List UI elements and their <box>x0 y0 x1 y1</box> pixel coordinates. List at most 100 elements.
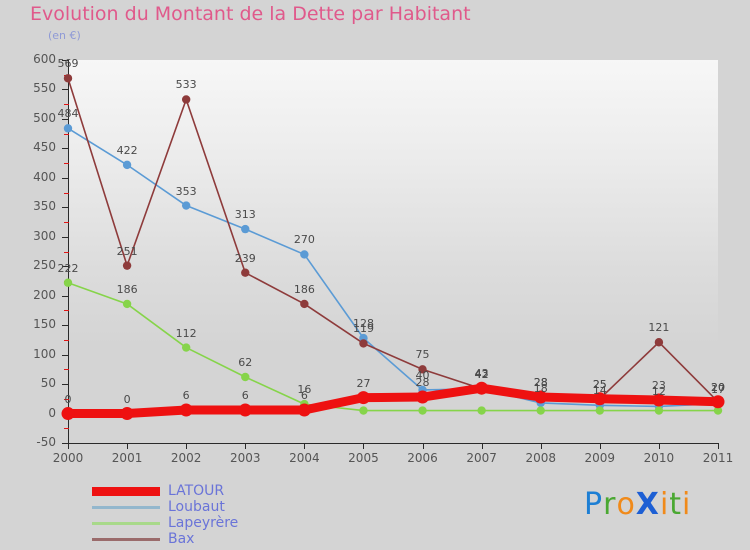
point-value-label: 17 <box>711 382 725 396</box>
y-axis-label: 250 <box>33 258 56 273</box>
x-axis-label: 2011 <box>702 451 734 465</box>
logo-letter: i <box>659 487 670 522</box>
y-axis-tick <box>62 354 69 356</box>
y-axis-minor-tick <box>64 428 69 430</box>
legend-item-bax[interactable]: Bax <box>92 531 352 548</box>
y-axis-minor-tick <box>64 163 69 165</box>
x-axis-tick <box>718 443 719 449</box>
point-value-label: 0 <box>64 392 72 406</box>
chart-subtitle: (en €) <box>48 29 81 42</box>
point-value-label: 14 <box>592 384 607 398</box>
legend-swatch-icon <box>92 506 160 509</box>
point-value-label: 121 <box>648 321 670 335</box>
y-axis-tick <box>62 325 69 327</box>
point-value-label: 313 <box>234 208 256 222</box>
logo-letter: i <box>682 487 692 522</box>
y-axis-label: 550 <box>33 81 56 96</box>
y-axis-minor-tick <box>64 133 69 135</box>
point-value-label: 25 <box>592 377 607 391</box>
y-axis-tick <box>62 266 69 268</box>
x-axis-tick <box>422 443 424 449</box>
x-axis-label: 2006 <box>407 451 438 465</box>
point-value-label: 18 <box>533 381 548 395</box>
x-axis-tick <box>540 443 542 449</box>
x-axis-tick <box>245 443 247 449</box>
y-axis-tick <box>62 236 69 238</box>
y-axis-label: 150 <box>33 317 56 332</box>
point-value-label: 75 <box>415 348 430 362</box>
point-value-label: 62 <box>238 356 253 369</box>
x-axis-tick <box>599 443 601 449</box>
y-axis-tick <box>62 207 69 209</box>
x-axis-tick <box>658 443 660 449</box>
y-axis-tick <box>62 295 69 297</box>
point-value-label: 27 <box>356 376 371 390</box>
legend-swatch-icon <box>92 522 160 525</box>
x-axis-label: 2000 <box>52 451 84 465</box>
y-axis-label: -50 <box>36 435 56 449</box>
legend-item-lapeyrère[interactable]: Lapeyrère <box>92 515 352 532</box>
x-axis-tick <box>481 443 483 449</box>
x-axis-line <box>68 443 718 444</box>
proxiti-logo: ProXiti <box>584 487 691 522</box>
point-value-label: 20 <box>711 380 725 394</box>
y-axis-label: 500 <box>33 110 56 125</box>
logo-letter: P <box>584 487 604 522</box>
point-value-label: 42 <box>474 367 489 381</box>
y-axis-minor-tick <box>64 339 69 341</box>
y-axis-label: 50 <box>40 376 56 391</box>
y-axis-label: 200 <box>33 287 56 302</box>
y-axis-tick <box>62 413 69 415</box>
point-value-label: 23 <box>651 378 666 392</box>
point-value-label: 25 <box>592 377 607 391</box>
x-axis-tick <box>68 443 69 449</box>
point-value-label: 353 <box>175 184 197 198</box>
x-axis-label: 2001 <box>111 451 143 465</box>
point-value-label: 28 <box>533 376 548 390</box>
legend-swatch-icon <box>92 487 160 496</box>
y-axis-minor-tick <box>64 104 69 106</box>
legend-label: Loubaut <box>168 499 225 515</box>
plot-area <box>68 60 718 442</box>
point-value-label: 270 <box>293 233 315 247</box>
point-value-label: 222 <box>57 261 79 275</box>
point-value-label: 43 <box>474 367 489 381</box>
chart-title: Evolution du Montant de la Dette par Hab… <box>30 3 471 25</box>
point-value-label: 119 <box>352 322 374 336</box>
point-value-label: 6 <box>241 389 249 402</box>
y-axis-label: 450 <box>33 140 56 155</box>
x-axis-label: 2010 <box>643 451 675 465</box>
point-value-label: 251 <box>116 244 138 258</box>
y-axis-tick <box>62 118 69 120</box>
y-axis-tick <box>62 60 69 61</box>
point-value-label: 484 <box>57 107 79 121</box>
logo-letter: r <box>603 487 617 522</box>
point-value-label: 128 <box>352 317 374 331</box>
y-axis-label: 400 <box>33 169 56 184</box>
point-value-label: 40 <box>415 368 430 382</box>
y-axis-label: 600 <box>33 52 56 66</box>
x-axis-label: 2003 <box>229 451 261 465</box>
y-axis-minor-tick <box>64 310 69 312</box>
x-axis-label: 2005 <box>348 451 379 465</box>
legend-item-loubaut[interactable]: Loubaut <box>92 499 352 516</box>
point-value-label: 186 <box>293 282 315 296</box>
y-axis-label: 100 <box>33 346 56 361</box>
legend-label: Bax <box>168 531 195 547</box>
legend-label: LATOUR <box>168 483 225 499</box>
x-axis-label: 2008 <box>525 451 556 465</box>
point-value-label: 569 <box>57 57 79 71</box>
y-axis-minor-tick <box>64 280 69 282</box>
legend-item-latour[interactable]: LATOUR <box>92 483 352 500</box>
logo-letter: o <box>616 487 636 522</box>
point-value-label: 422 <box>116 143 138 157</box>
point-value-label: 112 <box>175 326 197 340</box>
point-value-label: 0 <box>123 392 131 406</box>
y-axis-tick <box>62 443 69 444</box>
y-axis-tick <box>62 177 69 179</box>
x-axis-tick <box>363 443 365 449</box>
x-axis-label: 2009 <box>584 451 616 465</box>
y-axis-label: 300 <box>33 228 56 243</box>
y-axis-minor-tick <box>64 192 69 194</box>
